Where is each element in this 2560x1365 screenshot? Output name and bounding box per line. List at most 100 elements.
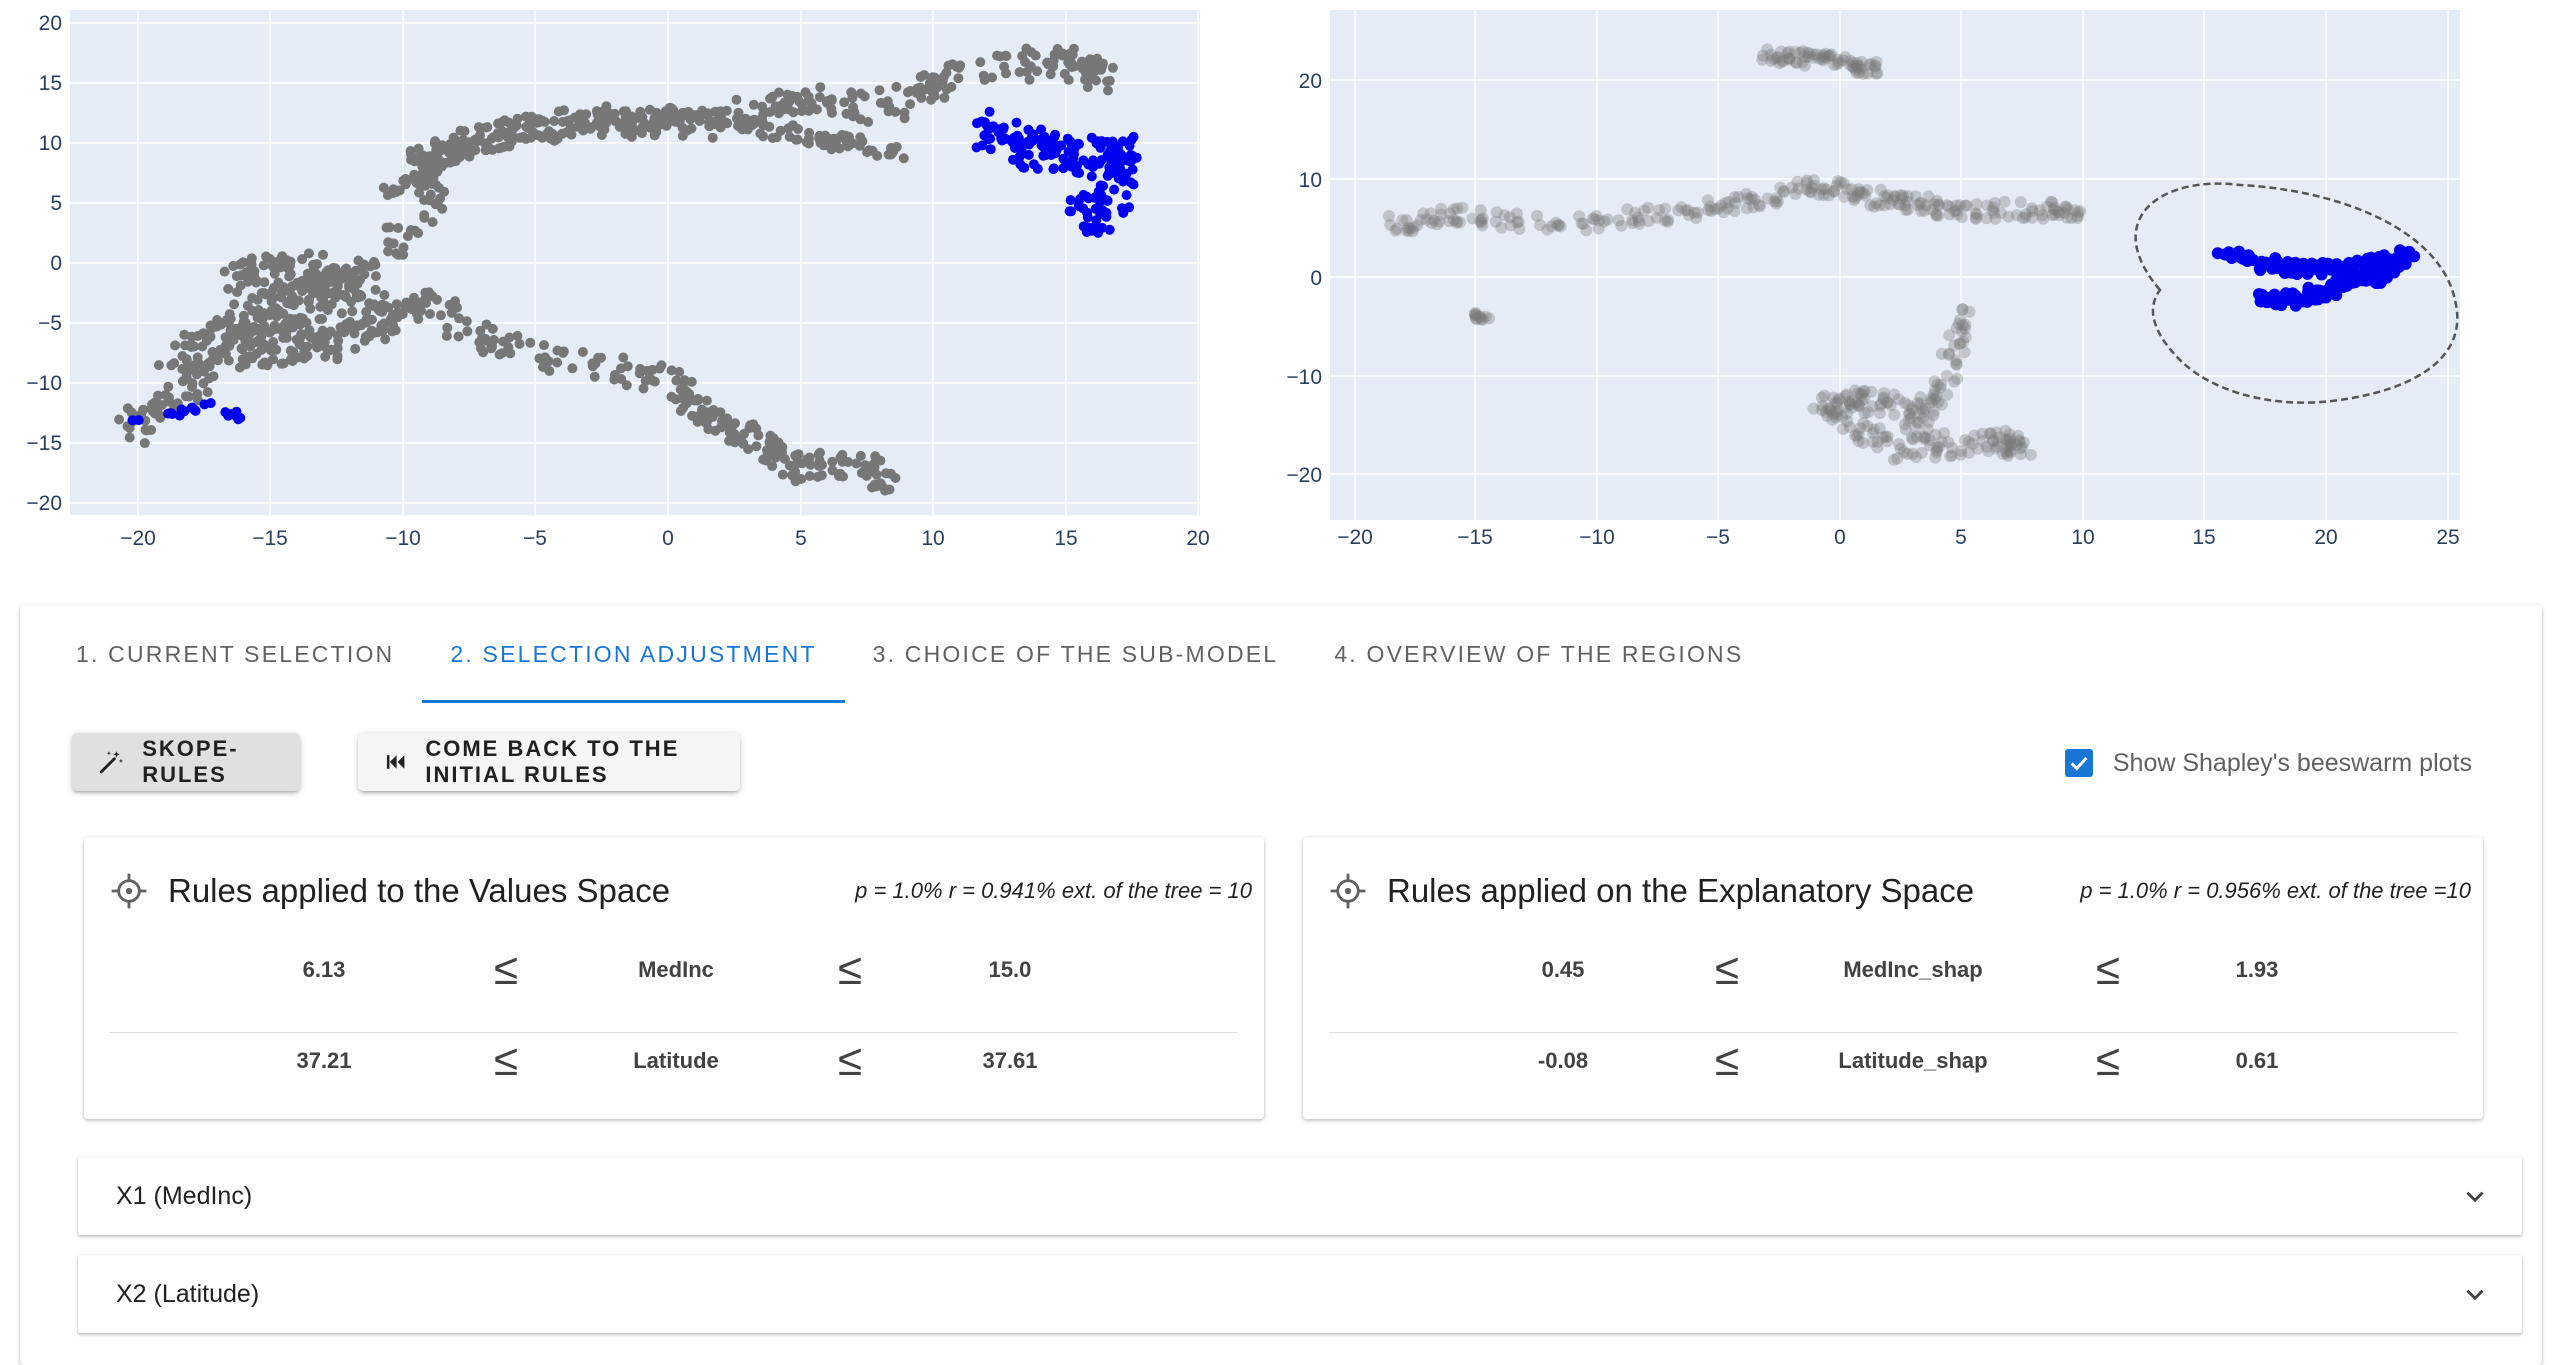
tab-current-selection[interactable]: 1. Current selection <box>76 640 395 667</box>
scatter-point <box>1789 45 1802 58</box>
scatter-point <box>1991 440 2004 453</box>
scatter-point <box>700 109 711 120</box>
scatter-point <box>2373 250 2386 263</box>
scatter-point <box>1573 210 1586 223</box>
scatter-point <box>351 275 362 286</box>
scatter-point <box>425 309 435 319</box>
scatter-point <box>305 303 316 314</box>
scatter-point <box>2397 247 2410 260</box>
y-tick-label: −20 <box>26 492 62 515</box>
scatter-point <box>1782 52 1795 65</box>
tab-choice-of-sub-model[interactable]: 3. Choice of the sub-model <box>872 640 1279 667</box>
scatter-point <box>2074 205 2087 218</box>
scatter-point <box>1476 219 1489 232</box>
scatter-point <box>1420 213 1433 226</box>
scatter-point <box>1783 53 1796 66</box>
scatter-point <box>1658 214 1671 227</box>
tab-overview-of-regions[interactable]: 4. Overview of the regions <box>1334 640 1744 667</box>
scatter-point <box>464 143 475 154</box>
scatter-point <box>475 325 486 336</box>
scatter-point <box>1721 202 1734 215</box>
scatter-point <box>1790 56 1803 69</box>
scatter-point <box>393 249 404 260</box>
scatter-point <box>1816 52 1829 65</box>
scatter-point <box>1534 219 1546 231</box>
scatter-point <box>1994 431 2007 444</box>
scatter-point <box>1970 208 1983 221</box>
scatter-point <box>1839 401 1852 414</box>
scatter-point <box>1954 313 1967 326</box>
scatter-point <box>1899 418 1911 431</box>
explanatory-space-rules-card: Rules applied on the Explanatory Space p… <box>1303 837 2483 1119</box>
scatter-point <box>1701 194 1714 207</box>
scatter-point <box>1972 442 1984 455</box>
scatter-point <box>1086 62 1097 73</box>
scatter-point <box>1063 74 1074 85</box>
scatter-point <box>434 146 445 156</box>
scatter-point <box>1661 215 1674 228</box>
scatter-point <box>149 397 160 408</box>
scatter-point <box>1914 397 1927 410</box>
scatter-point <box>350 343 361 354</box>
explanatory-space-scatter-plot[interactable]: −20 −15 −10 −5 0 5 10 15 20 25 20 10 0 −… <box>1260 0 2460 568</box>
scatter-point <box>365 261 376 272</box>
scatter-point <box>1987 201 2000 214</box>
scatter-point <box>1948 339 1961 352</box>
scatter-point <box>884 484 895 495</box>
divider <box>1329 1032 2457 1033</box>
scatter-point <box>1483 312 1496 325</box>
scatter-point <box>665 102 675 113</box>
y-tick-label: 5 <box>50 192 62 215</box>
scatter-point <box>1389 224 1402 237</box>
scatter-point <box>666 365 677 376</box>
scatter-point <box>176 404 187 415</box>
scatter-point <box>347 306 358 317</box>
values-space-scatter-plot[interactable]: −20 −15 −10 −5 0 5 10 15 20 20 15 10 5 0… <box>0 0 1240 568</box>
scatter-point <box>1981 199 1994 212</box>
beeswarm-toggle[interactable]: Show Shapley's beeswarm plots <box>2064 741 2472 785</box>
scatter-point <box>2256 288 2269 301</box>
scatter-point <box>1712 202 1725 215</box>
scatter-point <box>1850 66 1863 79</box>
expander-x2-latitude[interactable]: X2 (Latitude) <box>78 1255 2522 1333</box>
scatter-point <box>1924 392 1937 405</box>
scatter-point <box>1105 145 1116 156</box>
scatter-point <box>1470 313 1483 326</box>
scatter-point <box>589 371 600 382</box>
rule-max: 37.61 <box>982 1048 1038 1073</box>
scatter-point <box>1761 192 1774 205</box>
scatter-point <box>1912 199 1925 212</box>
back-to-initial-rules-button[interactable]: Come back to the initial rules <box>358 733 740 791</box>
scatter-point <box>539 340 549 351</box>
scatter-point <box>899 113 910 124</box>
scatter-point <box>1791 175 1804 188</box>
scatter-point <box>441 330 452 341</box>
scatter-point <box>1001 68 1011 79</box>
scatter-point <box>1747 201 1760 214</box>
scatter-point <box>788 120 798 131</box>
scatter-point <box>252 312 263 323</box>
scatter-point <box>1849 192 1861 204</box>
scatter-point <box>1469 306 1482 319</box>
scatter-point <box>1474 215 1487 228</box>
scatter-point <box>2408 250 2421 263</box>
scatter-point <box>2279 288 2292 300</box>
scatter-point <box>905 99 916 110</box>
scatter-point <box>2359 263 2372 276</box>
scatter-point <box>1025 61 1036 72</box>
scatter-point <box>1926 203 1939 216</box>
expander-x1-medinc[interactable]: X1 (MedInc) <box>78 1157 2522 1235</box>
tab-selection-adjustment[interactable]: 2. Selection adjustment <box>422 605 845 703</box>
scatter-point <box>1777 186 1790 199</box>
scatter-point <box>1955 325 1968 338</box>
scatter-point <box>2370 277 2383 289</box>
skope-rules-button[interactable]: Skope-Rules <box>72 733 300 791</box>
scatter-point <box>883 106 894 117</box>
scatter-point <box>1913 197 1926 209</box>
scatter-point <box>1827 391 1840 404</box>
scatter-point <box>198 366 209 377</box>
scatter-point <box>269 268 280 279</box>
scatter-point <box>1923 434 1936 446</box>
scatter-point <box>1852 60 1865 73</box>
beeswarm-checkbox[interactable] <box>2064 749 2093 777</box>
